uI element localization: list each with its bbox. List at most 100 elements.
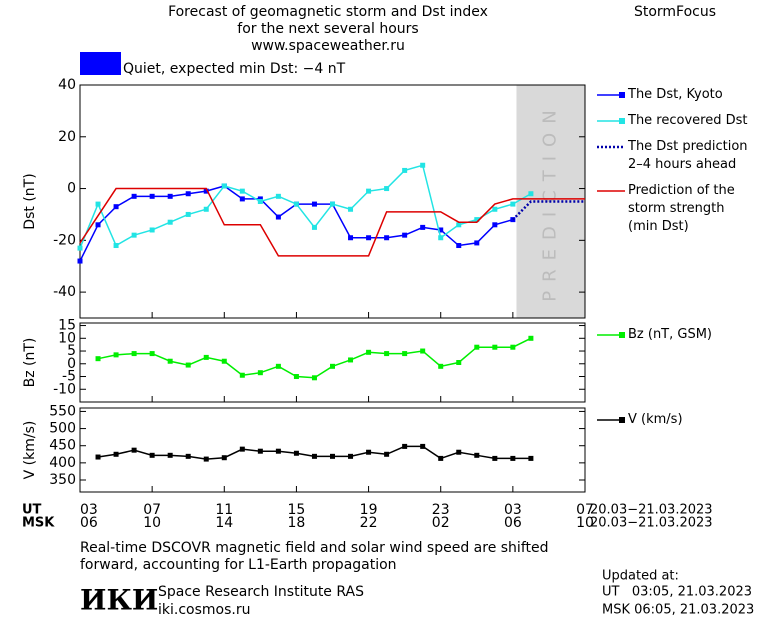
- data-point: [438, 455, 444, 461]
- legend-entry: V (km/s): [628, 412, 683, 427]
- data-point: [275, 193, 281, 199]
- data-point: [492, 222, 498, 228]
- data-point: [492, 206, 498, 212]
- x2-tick-label: 10: [143, 515, 161, 531]
- y-tick-label: 0: [67, 356, 76, 372]
- series-line: [79, 164, 532, 249]
- x-tick-label: 07: [143, 502, 161, 518]
- data-point: [384, 235, 390, 241]
- data-point: [438, 227, 444, 233]
- data-point: [384, 451, 390, 457]
- data-point: [185, 453, 191, 459]
- x-range: 20.03−21.03.2023: [590, 503, 713, 518]
- data-point: [402, 351, 408, 357]
- data-point: [113, 243, 119, 249]
- data-point: [131, 351, 137, 357]
- data-point: [384, 351, 390, 357]
- data-point: [203, 188, 209, 194]
- data-point: [456, 360, 462, 365]
- data-point: [420, 348, 426, 354]
- x-tick-label: 03: [80, 502, 98, 518]
- data-point: [311, 375, 317, 381]
- updated-msk: MSK 06:05, 21.03.2023: [602, 603, 754, 618]
- data-point: [95, 356, 101, 362]
- legend-marker: [619, 332, 625, 338]
- y-tick-label: 0: [67, 181, 76, 197]
- x2-tick-label: 14: [215, 515, 233, 531]
- data-point: [420, 162, 426, 168]
- data-point: [311, 453, 317, 459]
- data-point: [293, 374, 299, 380]
- series-line: [97, 337, 532, 379]
- data-point: [275, 214, 281, 220]
- legend-marker: [619, 417, 625, 423]
- data-point: [510, 201, 516, 207]
- data-point: [149, 351, 155, 357]
- site: iki.cosmos.ru: [158, 602, 250, 618]
- x2-tick-label: 02: [432, 515, 450, 531]
- data-point: [366, 449, 372, 455]
- data-point: [95, 222, 101, 228]
- y-tick-label: 550: [49, 403, 76, 419]
- title-line: www.spaceweather.ru: [251, 38, 405, 54]
- y-tick-label: -20: [53, 232, 76, 248]
- data-point: [239, 188, 245, 194]
- data-point: [384, 186, 390, 192]
- data-point: [239, 372, 245, 378]
- data-point: [131, 232, 137, 238]
- data-point: [203, 206, 209, 212]
- status-box: [80, 52, 121, 75]
- data-point: [348, 357, 354, 363]
- data-point: [113, 352, 119, 358]
- panel-frame: [79, 407, 586, 493]
- data-point: [330, 363, 335, 369]
- data-point: [348, 235, 354, 241]
- data-point: [366, 235, 372, 241]
- updated-label: Updated at:: [602, 569, 679, 584]
- x-row-label: UT: [22, 503, 42, 518]
- brand: StormFocus: [634, 4, 716, 20]
- y-tick-label: -10: [53, 381, 76, 397]
- data-point: [311, 201, 317, 207]
- data-point: [402, 167, 408, 173]
- institute: Space Research Institute RAS: [158, 584, 364, 600]
- data-point: [293, 201, 299, 207]
- y-tick-label: 5: [67, 343, 76, 359]
- x-tick-label: 07: [576, 502, 594, 518]
- y-axis-label: Dst (nT): [22, 173, 38, 229]
- x2-row-label: MSK: [22, 516, 55, 531]
- y-tick-label: -5: [62, 369, 76, 385]
- y-tick-label: 450: [49, 438, 76, 454]
- y-tick-label: 350: [49, 472, 76, 488]
- data-point: [221, 358, 227, 364]
- data-point: [402, 232, 408, 238]
- data-point: [330, 453, 335, 459]
- x2-tick-label: 18: [288, 515, 306, 531]
- data-point: [203, 456, 209, 462]
- data-point: [510, 344, 516, 350]
- data-point: [474, 344, 480, 350]
- data-point: [402, 443, 408, 449]
- title-line: for the next several hours: [237, 21, 418, 37]
- data-point: [185, 191, 191, 197]
- data-point: [366, 188, 372, 194]
- x-tick-label: 15: [288, 502, 306, 518]
- data-point: [239, 446, 245, 452]
- y-tick-label: 500: [49, 421, 76, 437]
- data-point: [203, 354, 209, 360]
- data-point: [528, 191, 534, 197]
- note-line: Real-time DSCOVR magnetic field and sola…: [80, 540, 549, 556]
- data-point: [239, 196, 245, 202]
- data-point: [330, 201, 335, 207]
- data-point: [311, 224, 317, 230]
- data-point: [510, 455, 516, 461]
- data-point: [366, 349, 372, 355]
- data-point: [492, 344, 498, 350]
- data-point: [113, 451, 119, 457]
- x2-tick-label: 06: [504, 515, 522, 531]
- legend-marker: [619, 118, 625, 124]
- panel-frame: [79, 84, 586, 319]
- data-point: [131, 193, 137, 199]
- data-point: [149, 193, 155, 199]
